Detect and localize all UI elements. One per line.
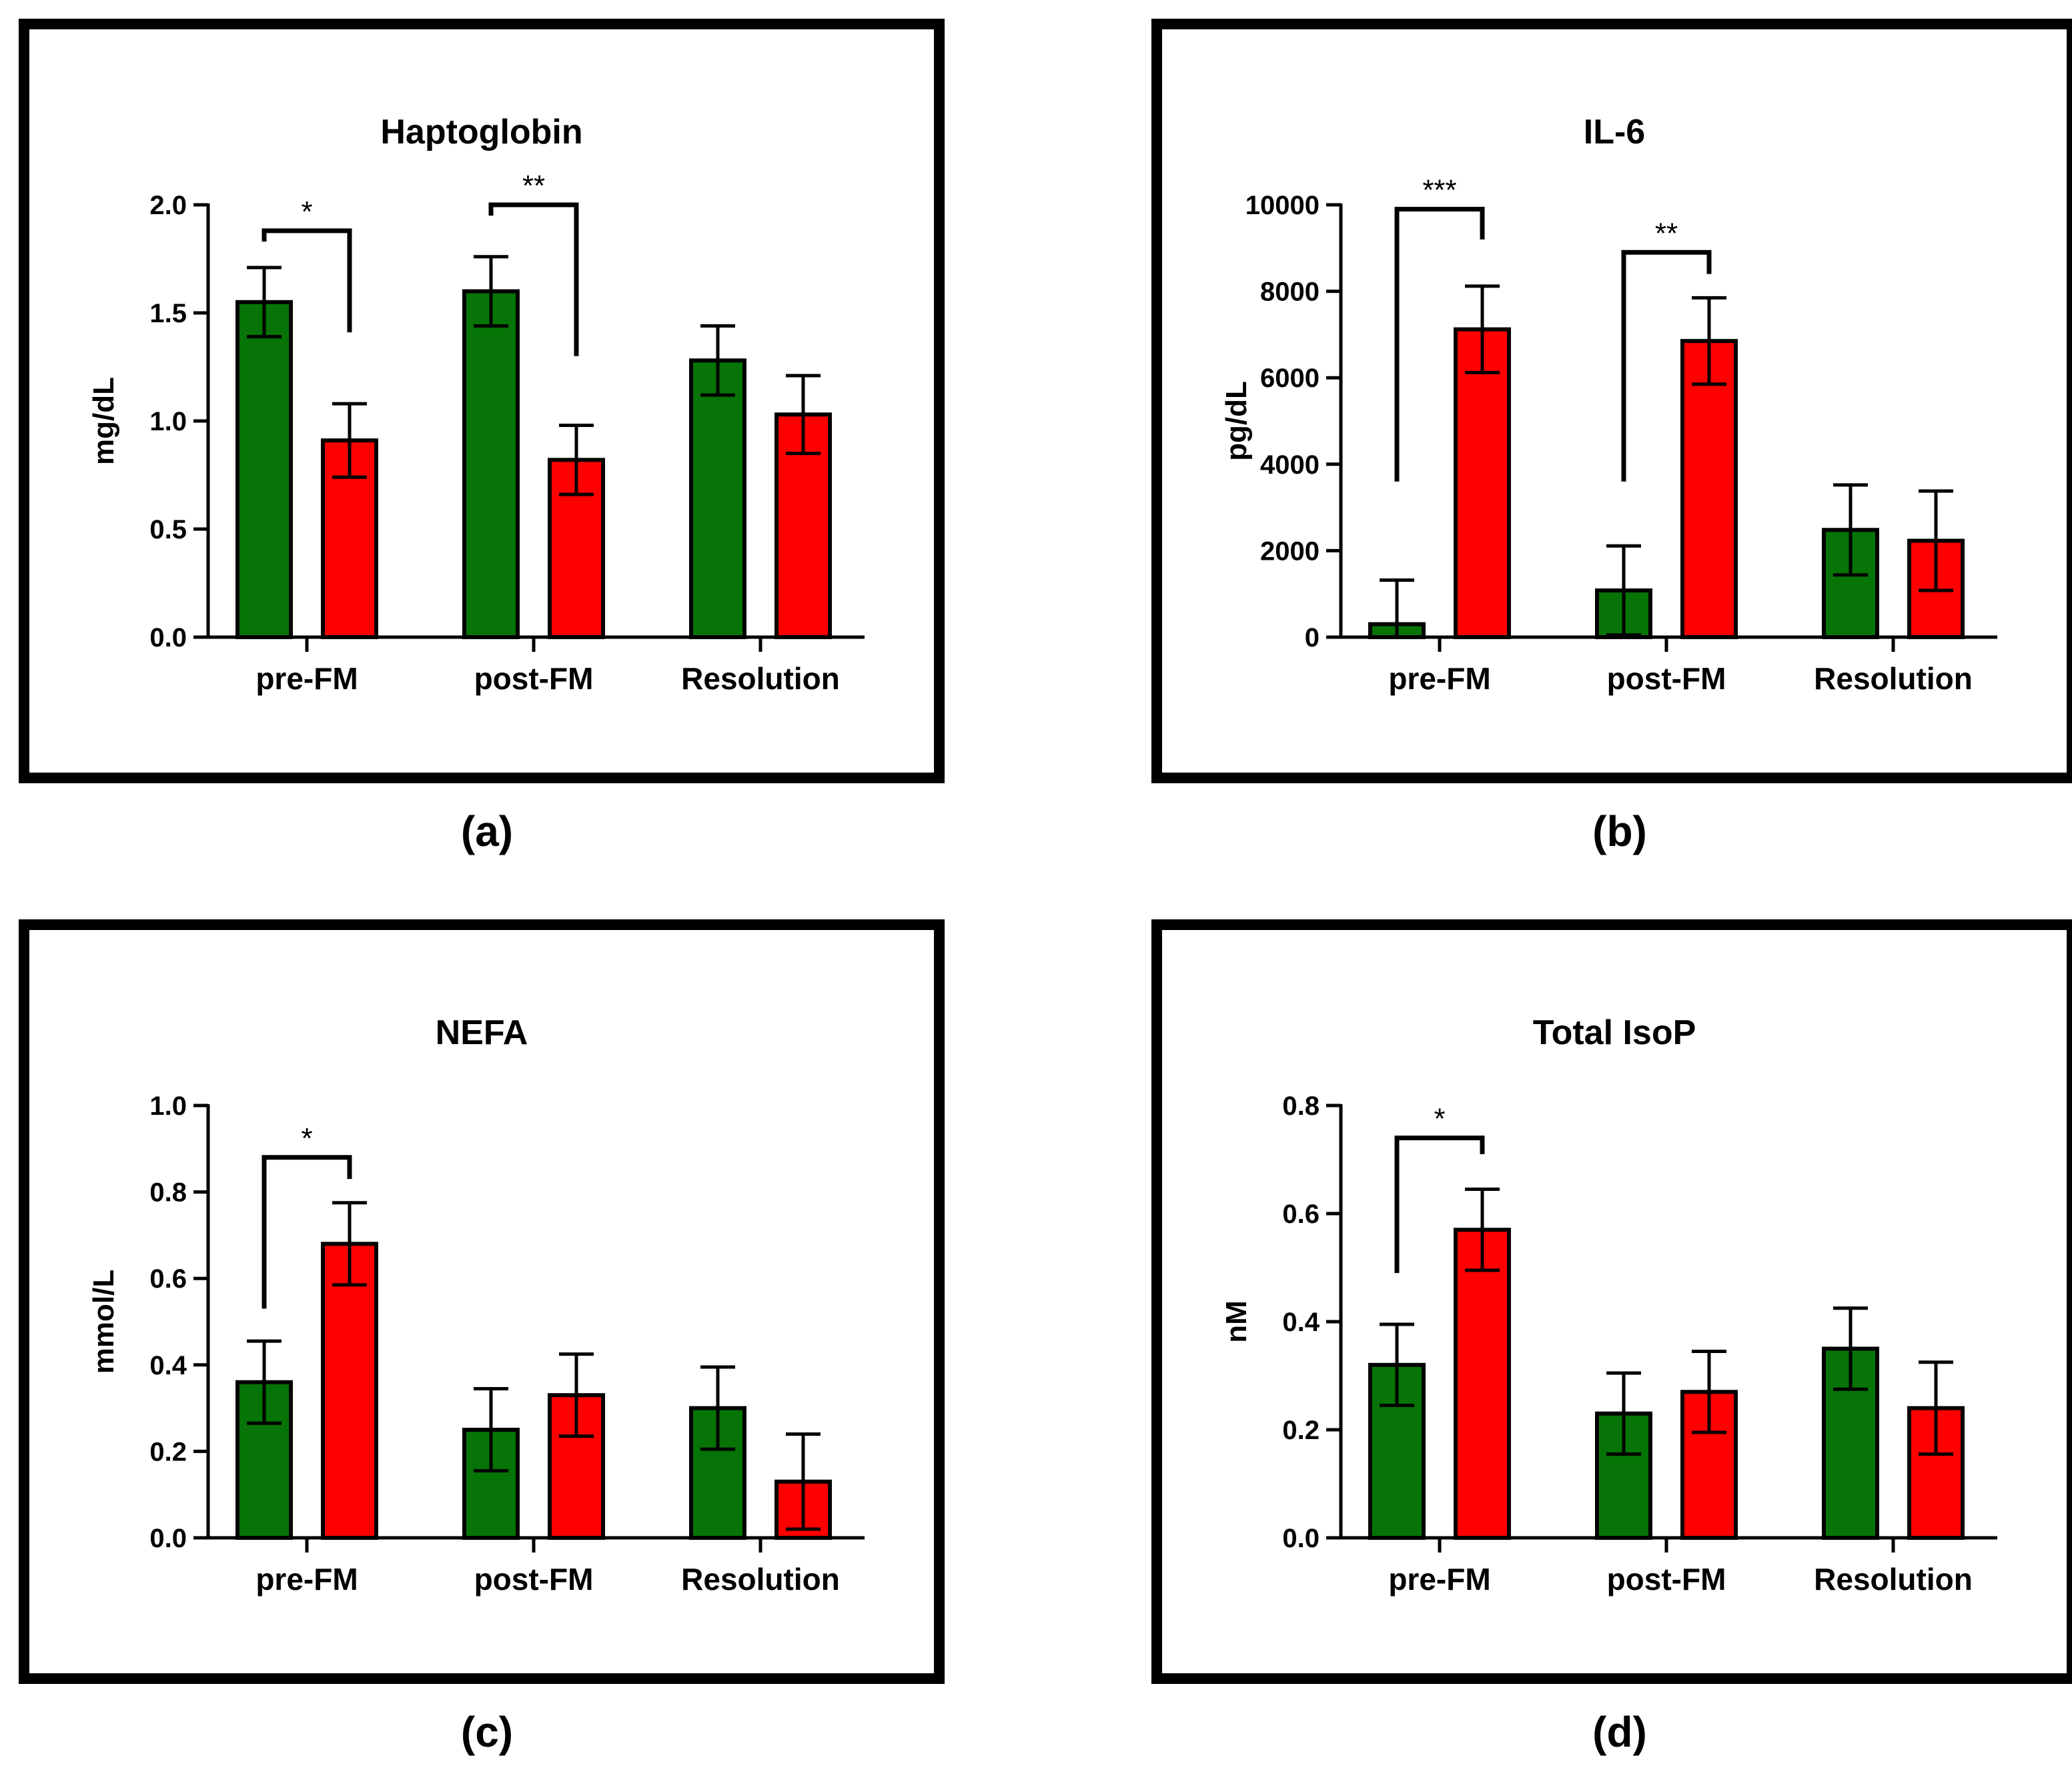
x-tick-label: post-FM [474, 1562, 594, 1597]
panel-label: (d) [1592, 1708, 1647, 1756]
bar-red [1680, 339, 1738, 639]
bar-green [235, 300, 293, 639]
y-tick-label: 0 [1305, 623, 1320, 652]
significance-bracket [262, 228, 352, 333]
significance-bracket [262, 1155, 352, 1309]
x-tick-label: pre-FM [255, 661, 358, 696]
x-tick-label: pre-FM [1388, 661, 1490, 696]
panel-frame [1151, 919, 2072, 1684]
y-tick-label: 0.8 [1282, 1091, 1320, 1121]
y-tick-label: 0.6 [149, 1264, 187, 1294]
y-tick-label: 8000 [1260, 278, 1320, 307]
chart-title: IL-6 [1584, 113, 1645, 151]
significance-label: * [301, 195, 312, 228]
y-tick-label: 10000 [1245, 191, 1320, 220]
panel-label: (c) [461, 1708, 513, 1756]
y-tick-label: 6000 [1260, 364, 1320, 393]
y-tick-label: 0.6 [1282, 1200, 1320, 1229]
x-tick-label: Resolution [681, 1562, 840, 1597]
panel-frame [1151, 19, 2072, 783]
y-axis-label: mmol/L [87, 1270, 120, 1374]
significance-bracket [1394, 206, 1485, 482]
bar-red [1454, 327, 1511, 639]
y-tick-label: 1.0 [149, 407, 187, 436]
bar-red [1454, 1228, 1511, 1540]
chart-title: Haptoglobin [380, 113, 582, 151]
significance-label: ** [1655, 217, 1678, 250]
y-tick-label: 1.0 [149, 1091, 187, 1121]
y-tick-label: 0.4 [149, 1351, 187, 1380]
y-tick-label: 4000 [1260, 450, 1320, 480]
panel-label: (a) [461, 807, 513, 855]
y-axis-label: mg/dL [87, 377, 120, 465]
chart-title: Total IsoP [1533, 1013, 1696, 1052]
bar-green [689, 358, 746, 640]
significance-bracket [1394, 1136, 1485, 1274]
y-tick-label: 0.2 [1282, 1416, 1320, 1445]
y-tick-label: 0.4 [1282, 1308, 1320, 1337]
y-tick-label: 0.0 [149, 1524, 187, 1553]
y-tick-label: 1.5 [149, 299, 187, 328]
y-tick-label: 0.0 [149, 623, 187, 652]
y-tick-label: 2000 [1260, 536, 1320, 566]
x-tick-label: Resolution [1814, 1562, 1973, 1597]
chart-panel-3: NEFA mmol/L 0.0 0.2 0.4 0.6 0.8 1.0 pre-FM post-F… [19, 919, 945, 1756]
panel-frame [19, 19, 945, 783]
significance-bracket [1621, 250, 1712, 482]
x-tick-label: Resolution [1814, 661, 1973, 696]
x-tick-label: Resolution [681, 661, 840, 696]
significance-label: ** [522, 169, 545, 202]
bar-green [462, 289, 520, 640]
chart-title: NEFA [436, 1013, 528, 1052]
x-tick-label: post-FM [474, 661, 594, 696]
x-tick-label: post-FM [1607, 1562, 1726, 1597]
y-axis-label: nM [1220, 1300, 1253, 1343]
y-axis-label: pg/dL [1220, 381, 1253, 461]
chart-panel-4: Total IsoP nM 0.0 0.2 0.4 0.6 0.8 pre-FM post-FM… [1151, 919, 2072, 1756]
significance-label: * [1434, 1103, 1445, 1136]
bar-red [321, 1242, 378, 1540]
chart-panel-2: IL-6 pg/dL 0 2000 4000 6000 8000 10000 pre-FM pos… [1151, 19, 2072, 855]
y-tick-label: 0.2 [149, 1437, 187, 1466]
chart-panel-1: Haptoglobin mg/dL 0.0 0.5 1.0 1.5 2.0 pre-FM pos… [19, 19, 945, 855]
y-tick-label: 0.8 [149, 1178, 187, 1208]
significance-label: * [301, 1122, 312, 1155]
panel-label: (b) [1592, 807, 1647, 855]
significance-bracket [488, 202, 579, 356]
x-tick-label: pre-FM [1388, 1562, 1490, 1597]
significance-label: *** [1422, 173, 1456, 206]
x-tick-label: post-FM [1607, 661, 1726, 696]
y-tick-label: 0.5 [149, 515, 187, 544]
x-tick-label: pre-FM [255, 1562, 358, 1597]
panel-frame [19, 919, 945, 1684]
y-tick-label: 0.0 [1282, 1524, 1320, 1553]
y-tick-label: 2.0 [149, 191, 187, 220]
